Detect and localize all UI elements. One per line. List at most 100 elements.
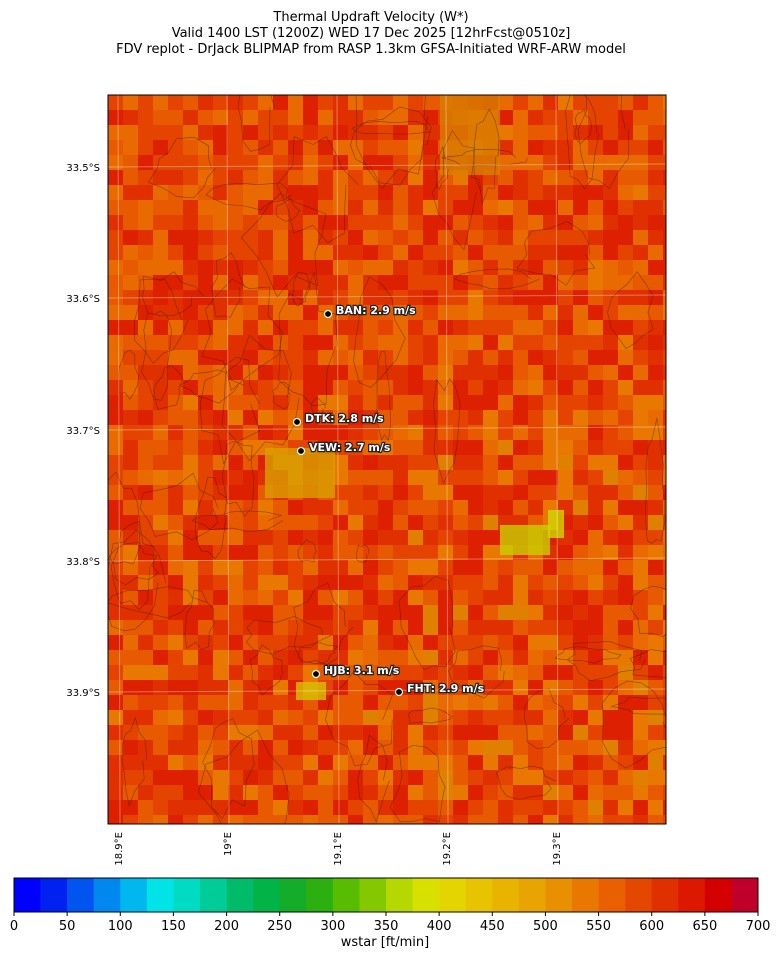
- field-cell: [498, 455, 513, 470]
- field-cell: [513, 185, 528, 200]
- field-cell: [258, 245, 273, 260]
- field-cell: [378, 230, 393, 245]
- field-cell: [423, 170, 438, 185]
- field-cell: [168, 560, 183, 575]
- field-cell: [123, 740, 138, 755]
- field-cell: [363, 515, 378, 530]
- field-cell: [648, 560, 663, 575]
- field-cell: [153, 110, 168, 125]
- field-cell: [138, 185, 153, 200]
- field-cell: [333, 590, 348, 605]
- field-cell: [288, 305, 303, 320]
- field-cell: [573, 440, 588, 455]
- field-cell: [528, 230, 543, 245]
- field-cell: [618, 455, 633, 470]
- field-cell: [243, 695, 258, 710]
- field-cell: [168, 755, 183, 770]
- field-cell: [198, 590, 213, 605]
- field-cell: [108, 335, 123, 350]
- field-cell: [123, 800, 138, 815]
- field-cell: [438, 350, 453, 365]
- field-cell: [123, 365, 138, 380]
- field-cell: [468, 755, 483, 770]
- field-patch: [265, 448, 335, 498]
- field-cell: [198, 680, 213, 695]
- field-cell: [408, 410, 423, 425]
- field-cell: [393, 740, 408, 755]
- field-cell: [498, 200, 513, 215]
- field-cell: [543, 155, 558, 170]
- field-cell: [213, 380, 228, 395]
- field-cell: [573, 110, 588, 125]
- field-cell: [123, 635, 138, 650]
- field-cell: [138, 365, 153, 380]
- field-cell: [573, 170, 588, 185]
- field-cell: [573, 425, 588, 440]
- field-cell: [618, 620, 633, 635]
- field-cell: [588, 365, 603, 380]
- colorbar-label: wstar [ft/min]: [341, 935, 429, 950]
- field-cell: [258, 230, 273, 245]
- colorbar-bin: [412, 878, 440, 912]
- field-cell: [288, 575, 303, 590]
- field-cell: [618, 335, 633, 350]
- field-cell: [303, 800, 318, 815]
- field-cell: [108, 290, 123, 305]
- field-cell: [588, 710, 603, 725]
- field-cell: [228, 95, 243, 110]
- field-cell: [303, 170, 318, 185]
- field-cell: [363, 125, 378, 140]
- field-cell: [183, 620, 198, 635]
- field-cell: [378, 620, 393, 635]
- field-cell: [318, 380, 333, 395]
- field-cell: [258, 800, 273, 815]
- contour: [351, 120, 431, 135]
- field-cell: [183, 185, 198, 200]
- lon-label: 19°E: [223, 832, 234, 856]
- field-cell: [348, 815, 363, 824]
- field-cell: [573, 395, 588, 410]
- field-cell: [618, 815, 633, 824]
- field-cell: [108, 710, 123, 725]
- field-cell: [183, 650, 198, 665]
- field-cell: [363, 485, 378, 500]
- contour: [399, 576, 456, 670]
- field-cell: [348, 500, 363, 515]
- field-cell: [648, 710, 663, 725]
- field-cell: [273, 110, 288, 125]
- field-cell: [483, 515, 498, 530]
- field-cell: [123, 185, 138, 200]
- field-cell: [243, 395, 258, 410]
- field-cell: [438, 770, 453, 785]
- field-cell: [498, 650, 513, 665]
- field-cell: [543, 230, 558, 245]
- field-cell: [633, 395, 648, 410]
- field-cell: [363, 200, 378, 215]
- field-cell: [528, 140, 543, 155]
- field-cell: [243, 290, 258, 305]
- field-cell: [648, 170, 663, 185]
- field-cell: [573, 545, 588, 560]
- field-cell: [228, 545, 243, 560]
- field-cell: [603, 335, 618, 350]
- field-cell: [453, 560, 468, 575]
- field-cell: [138, 155, 153, 170]
- field-cell: [378, 440, 393, 455]
- field-cell: [378, 185, 393, 200]
- field-cell: [618, 140, 633, 155]
- field-cell: [603, 605, 618, 620]
- field-cell: [543, 440, 558, 455]
- field-cell: [423, 695, 438, 710]
- field-cell: [198, 395, 213, 410]
- field-cell: [123, 725, 138, 740]
- field-cell: [243, 365, 258, 380]
- field-cell: [408, 185, 423, 200]
- contour: [210, 252, 246, 318]
- field-cell: [618, 470, 633, 485]
- field-cell: [483, 215, 498, 230]
- field-cell: [348, 635, 363, 650]
- field-cell: [183, 755, 198, 770]
- field-cell: [498, 230, 513, 245]
- field-cell: [138, 800, 153, 815]
- field-cell: [333, 140, 348, 155]
